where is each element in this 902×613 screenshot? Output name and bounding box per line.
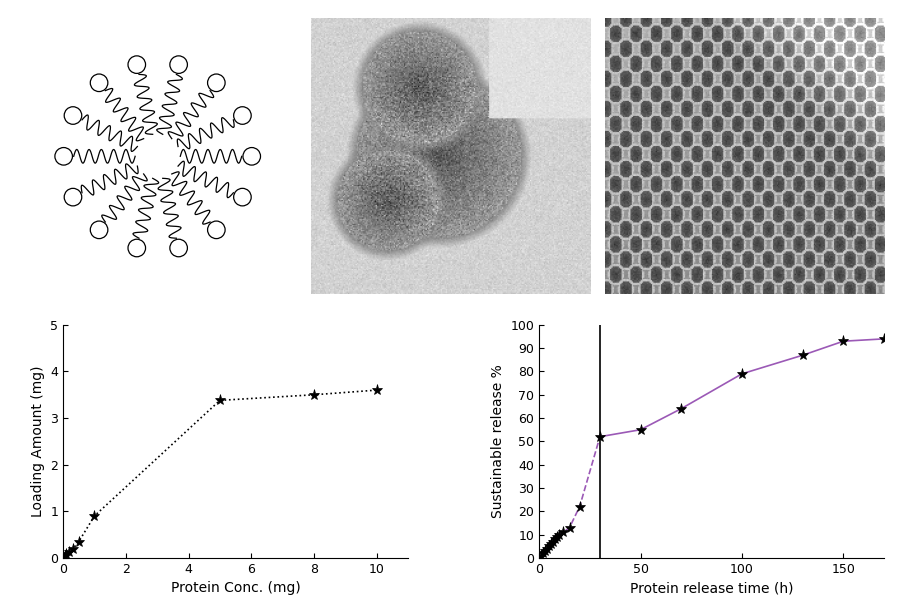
Circle shape xyxy=(234,188,252,206)
Circle shape xyxy=(64,107,82,124)
Circle shape xyxy=(170,56,188,74)
Circle shape xyxy=(64,188,82,206)
Y-axis label: Sustainable release %: Sustainable release % xyxy=(491,365,505,518)
Circle shape xyxy=(128,239,145,257)
Circle shape xyxy=(207,221,226,238)
Circle shape xyxy=(234,107,252,124)
X-axis label: Protein release time (h): Protein release time (h) xyxy=(630,581,793,595)
Circle shape xyxy=(90,221,108,238)
Circle shape xyxy=(90,74,108,91)
Circle shape xyxy=(128,56,145,74)
Circle shape xyxy=(243,148,261,165)
Circle shape xyxy=(55,148,72,165)
Y-axis label: Loading Amount (mg): Loading Amount (mg) xyxy=(31,365,45,517)
X-axis label: Protein Conc. (mg): Protein Conc. (mg) xyxy=(170,581,300,595)
Circle shape xyxy=(207,74,226,91)
Circle shape xyxy=(170,239,188,257)
